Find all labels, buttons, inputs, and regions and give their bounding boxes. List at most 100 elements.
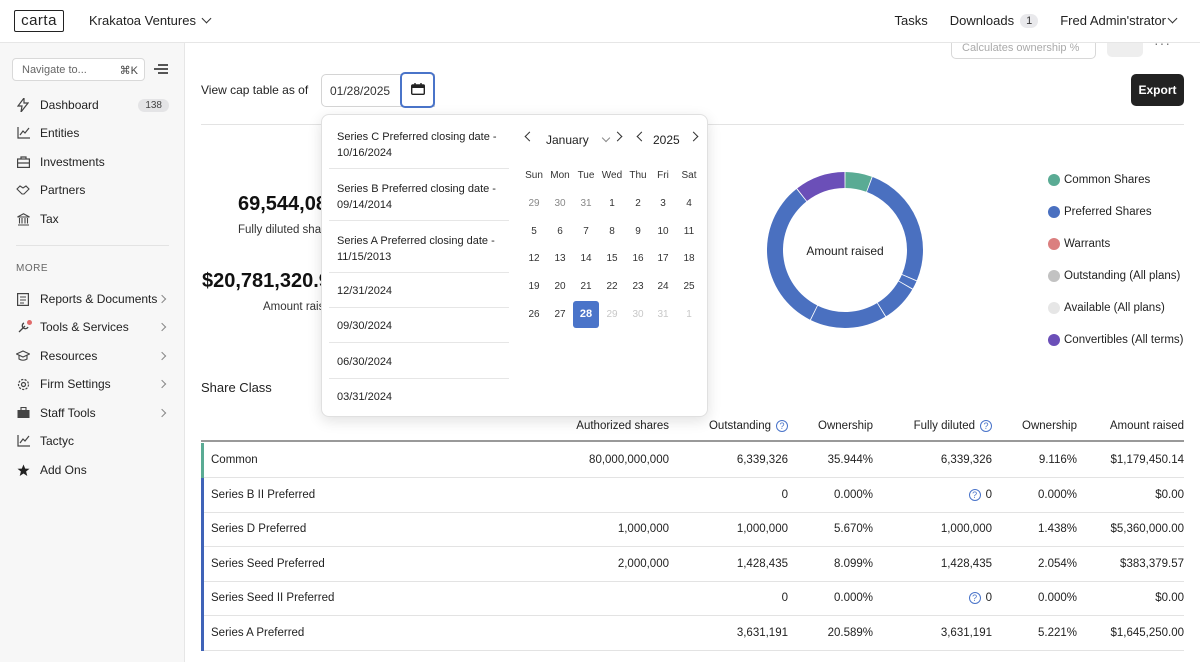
help-icon[interactable]: ? bbox=[968, 592, 981, 605]
calendar-day[interactable]: 20 bbox=[554, 281, 566, 292]
share-class-name[interactable]: Series D Preferred bbox=[211, 523, 307, 536]
calendar-day[interactable]: 27 bbox=[554, 309, 566, 320]
table-row[interactable]: Series Seed II Preferred 0 0.000%? 0 0.000% $… bbox=[201, 581, 1184, 617]
next-month-button[interactable] bbox=[612, 131, 623, 142]
sidebar-item-tactyc[interactable]: Tactyc bbox=[16, 431, 171, 451]
calendar-day[interactable]: 3 bbox=[660, 198, 666, 209]
tasks-link[interactable]: Tasks bbox=[894, 13, 928, 28]
calendar-day[interactable]: 1 bbox=[609, 198, 615, 209]
cell-outstanding: 0 bbox=[782, 489, 788, 501]
legend-item[interactable]: Common Shares bbox=[1048, 164, 1184, 196]
sidebar-item-staff-tools[interactable]: Staff Tools bbox=[16, 403, 171, 423]
calendar-day[interactable]: 26 bbox=[528, 309, 540, 320]
calendar-day[interactable]: 29 bbox=[528, 198, 540, 209]
calendar-button[interactable] bbox=[400, 72, 435, 108]
calendar-day[interactable]: 31 bbox=[580, 198, 592, 209]
calendar-day[interactable]: 15 bbox=[606, 253, 618, 264]
calendar-day[interactable]: 8 bbox=[609, 226, 615, 237]
donut-segment-4[interactable] bbox=[810, 303, 886, 328]
calendar-day[interactable]: 6 bbox=[557, 226, 563, 237]
calendar-day[interactable]: 17 bbox=[657, 253, 669, 264]
calendar-day[interactable]: 30 bbox=[554, 198, 566, 209]
calendar-day[interactable]: 7 bbox=[583, 226, 589, 237]
weekday-label: Thu bbox=[629, 170, 647, 181]
calculates-ownership-input[interactable]: Calculates ownership % bbox=[951, 43, 1096, 59]
legend-item[interactable]: Warrants bbox=[1048, 228, 1184, 260]
sidebar-item-dashboard[interactable]: Dashboard 138 bbox=[16, 95, 171, 115]
calendar-day[interactable]: 11 bbox=[683, 226, 695, 237]
carta-logo[interactable]: carta bbox=[14, 10, 64, 32]
date-preset-option[interactable]: 09/30/2024 bbox=[329, 308, 509, 343]
export-button[interactable]: Export bbox=[1131, 74, 1184, 106]
sidebar-item-investments[interactable]: Investments bbox=[16, 152, 171, 172]
help-icon[interactable]: ? bbox=[980, 420, 992, 432]
share-class-name[interactable]: Common bbox=[211, 454, 258, 466]
legend-item[interactable]: Outstanding (All plans) bbox=[1048, 260, 1184, 292]
sidebar-item-resources[interactable]: Resources bbox=[16, 346, 171, 366]
share-class-name[interactable]: Series Seed II Preferred bbox=[211, 592, 335, 605]
company-switcher[interactable]: Krakatoa Ventures bbox=[89, 13, 212, 28]
calendar-day[interactable]: 19 bbox=[528, 281, 540, 292]
table-row[interactable]: Series D Preferred 1,000,000 1,000,000 5.67… bbox=[201, 512, 1184, 548]
navigate-search-input[interactable]: Navigate to... ⌘K bbox=[12, 58, 145, 81]
table-row[interactable]: Series Seed Preferred 2,000,000 1,428,435 8… bbox=[201, 546, 1184, 582]
calendar-day[interactable]: 22 bbox=[606, 281, 618, 292]
calendar-day[interactable]: 24 bbox=[657, 281, 669, 292]
calendar-day[interactable]: 9 bbox=[635, 226, 641, 237]
sidebar-item-partners[interactable]: Partners bbox=[16, 180, 171, 200]
table-row[interactable]: Series A Preferred 3,631,191 20.589% 3,631,… bbox=[201, 616, 1184, 651]
calendar-day[interactable]: 13 bbox=[554, 253, 566, 264]
user-menu[interactable]: Fred Admin'strator bbox=[1060, 13, 1178, 28]
share-class-color-bar bbox=[201, 546, 204, 582]
calendar-day[interactable]: 23 bbox=[632, 281, 644, 292]
calendar-day[interactable]: 18 bbox=[683, 253, 695, 264]
donut-segment-0[interactable] bbox=[845, 172, 872, 192]
prev-month-button[interactable] bbox=[524, 131, 535, 142]
legend-item[interactable]: Convertibles (All terms) bbox=[1048, 324, 1184, 356]
date-preset-option[interactable]: 12/31/2024 bbox=[329, 273, 509, 308]
more-options-icon[interactable]: ··· bbox=[1154, 43, 1171, 51]
sidebar-item-tools-services[interactable]: Tools & Services bbox=[16, 317, 171, 337]
sidebar-item-entities[interactable]: Entities bbox=[16, 123, 171, 143]
selected-day[interactable]: 28 bbox=[573, 301, 599, 328]
sidebar-item-tax[interactable]: Tax bbox=[16, 209, 171, 229]
date-preset-option[interactable]: Series B Preferred closing date - 09/14/… bbox=[329, 177, 509, 221]
share-class-name[interactable]: Series Seed Preferred bbox=[211, 557, 325, 570]
share-class-name[interactable]: Series B II Preferred bbox=[211, 488, 316, 501]
help-icon[interactable]: ? bbox=[776, 420, 788, 432]
collapse-sidebar-icon[interactable] bbox=[154, 63, 168, 75]
next-year-button[interactable] bbox=[688, 131, 699, 142]
calendar-day[interactable]: 2 bbox=[635, 198, 641, 209]
calendar-day[interactable]: 4 bbox=[686, 198, 692, 209]
cell-amount: $1,645,250.00 bbox=[1110, 627, 1184, 639]
donut-segment-6[interactable] bbox=[797, 172, 845, 202]
donut-segment-1[interactable] bbox=[866, 177, 923, 281]
calendar-day[interactable]: 10 bbox=[657, 226, 669, 237]
calendar-day[interactable]: 16 bbox=[632, 253, 644, 264]
legend-item[interactable]: Available (All plans) bbox=[1048, 292, 1184, 324]
donut-segment-2[interactable] bbox=[898, 274, 917, 289]
calendar-day[interactable]: 12 bbox=[528, 253, 540, 264]
settings-button[interactable] bbox=[1107, 43, 1143, 57]
sidebar-item-reports-documents[interactable]: Reports & Documents bbox=[16, 289, 171, 309]
sidebar-item-firm-settings[interactable]: Firm Settings bbox=[16, 374, 171, 394]
calendar-day[interactable]: 5 bbox=[531, 226, 537, 237]
sidebar-item-add-ons[interactable]: Add Ons bbox=[16, 460, 171, 480]
calendar-day[interactable]: 21 bbox=[580, 281, 592, 292]
legend-item[interactable]: Preferred Shares bbox=[1048, 196, 1184, 228]
month-select[interactable]: January bbox=[546, 133, 610, 147]
help-icon[interactable]: ? bbox=[968, 488, 981, 501]
downloads-link[interactable]: Downloads 1 bbox=[950, 13, 1039, 28]
donut-segment-3[interactable] bbox=[877, 281, 913, 317]
donut-segment-5[interactable] bbox=[767, 188, 818, 320]
table-row[interactable]: Common 80,000,000,000 6,339,326 35.944% 6,33… bbox=[201, 443, 1184, 478]
date-preset-option[interactable]: Series C Preferred closing date - 10/16/… bbox=[329, 125, 509, 169]
calendar-day[interactable]: 14 bbox=[580, 253, 592, 264]
date-preset-option[interactable]: 06/30/2024 bbox=[329, 344, 509, 379]
date-preset-option[interactable]: 03/31/2024 bbox=[337, 391, 393, 403]
prev-year-button[interactable] bbox=[636, 131, 647, 142]
calendar-day[interactable]: 25 bbox=[683, 281, 695, 292]
share-class-name[interactable]: Series A Preferred bbox=[211, 627, 305, 639]
table-row[interactable]: Series B II Preferred 0 0.000%? 0 0.000% $0.0… bbox=[201, 477, 1184, 513]
date-preset-option[interactable]: Series A Preferred closing date - 11/15/… bbox=[329, 229, 509, 273]
